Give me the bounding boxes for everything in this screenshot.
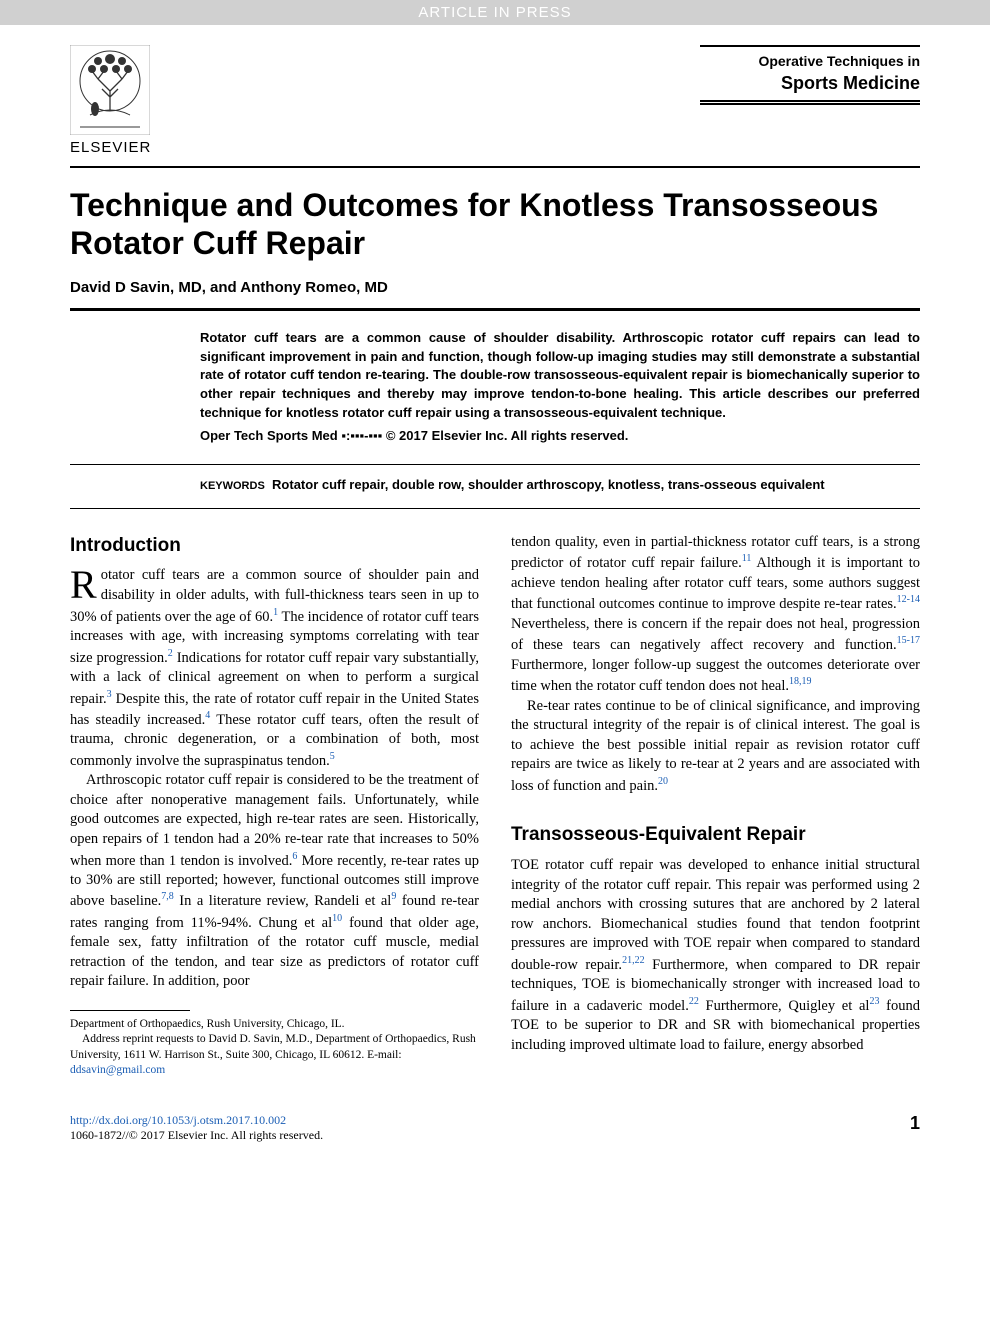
publisher-logo-block: ELSEVIER [70,45,151,156]
doi-link[interactable]: http://dx.doi.org/10.1053/j.otsm.2017.10… [70,1113,286,1127]
author-list: David D Savin, MD, and Anthony Romeo, MD [70,279,920,308]
ref-link[interactable]: 7,8 [161,891,174,902]
journal-name-line2: Sports Medicine [700,73,920,94]
page-header: ELSEVIER Operative Techniques in Sports … [0,25,990,166]
reprint-address: Address reprint requests to David D. Sav… [70,1032,479,1079]
ref-link[interactable]: 11 [742,553,752,564]
intro-para-1: Rotator cuff tears are a common source o… [70,566,479,771]
abstract-block: Rotator cuff tears are a common cause of… [0,311,990,464]
ref-link[interactable]: 22 [689,996,699,1007]
ref-link[interactable]: 15-17 [897,635,920,646]
ref-link[interactable]: 10 [332,913,342,924]
article-in-press-banner: ARTICLE IN PRESS [0,0,990,25]
journal-name-line1: Operative Techniques in [700,53,920,69]
toe-para-1: TOE rotator cuff repair was developed to… [511,856,920,1055]
body-columns: Introduction Rotator cuff tears are a co… [0,509,990,1089]
left-column: Introduction Rotator cuff tears are a co… [70,533,479,1079]
footnote-separator [70,1010,190,1011]
issn-copyright: 1060-1872//© 2017 Elsevier Inc. All righ… [70,1128,323,1143]
page-footer: http://dx.doi.org/10.1053/j.otsm.2017.10… [0,1089,990,1173]
ref-link[interactable]: 23 [869,996,879,1007]
intro-para-2: Arthroscopic rotator cuff repair is cons… [70,771,479,992]
introduction-heading: Introduction [70,533,479,559]
keywords-value: Rotator cuff repair, double row, shoulde… [272,477,825,492]
col2-para-2: Re-tear rates continue to be of clinical… [511,697,920,797]
ref-link[interactable]: 5 [330,751,335,762]
ref-link[interactable]: 20 [658,776,668,787]
publisher-name: ELSEVIER [70,139,151,156]
article-title: Technique and Outcomes for Knotless Tran… [70,186,920,263]
author-email-link[interactable]: ddsavin@gmail.com [70,1064,165,1076]
ref-link[interactable]: 18,19 [789,676,812,687]
abstract-text: Rotator cuff tears are a common cause of… [200,330,920,420]
journal-title-box: Operative Techniques in Sports Medicine [700,45,920,105]
footer-left: http://dx.doi.org/10.1053/j.otsm.2017.10… [70,1113,323,1143]
elsevier-tree-icon [70,45,150,135]
keywords-label: KEYWORDS [200,480,265,492]
right-column: tendon quality, even in partial-thicknes… [511,533,920,1079]
ref-link[interactable]: 12-14 [897,594,920,605]
col2-para-1: tendon quality, even in partial-thicknes… [511,533,920,697]
page-number: 1 [910,1113,920,1143]
ref-link[interactable]: 21,22 [622,955,645,966]
toe-heading: Transosseous-Equivalent Repair [511,822,920,848]
abstract-citation: Oper Tech Sports Med ▪:▪▪▪-▪▪▪ © 2017 El… [200,427,920,446]
affiliation: Department of Orthopaedics, Rush Univers… [70,1017,479,1033]
keywords-block: KEYWORDS Rotator cuff repair, double row… [0,465,990,508]
